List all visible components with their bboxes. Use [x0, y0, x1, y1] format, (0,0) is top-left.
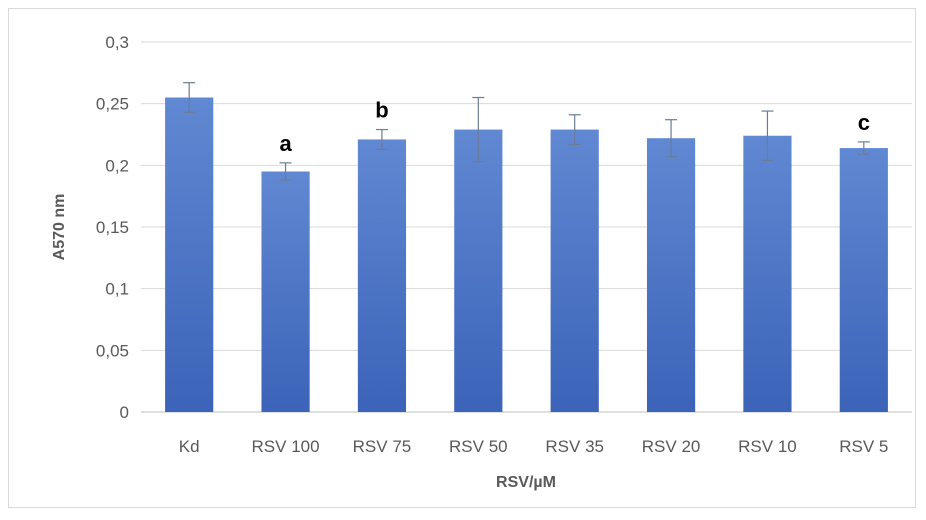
bar: [743, 135, 792, 412]
error-bar: [183, 82, 196, 113]
error-bar: [568, 114, 581, 145]
error-bar: [857, 141, 870, 155]
x-tick-label: RSV 20: [642, 437, 701, 456]
y-tick-label: 0,1: [105, 280, 129, 299]
error-bars: [183, 82, 870, 181]
x-tick-label: RSV 5: [839, 437, 888, 456]
error-bar: [761, 110, 774, 161]
bar: [454, 129, 503, 413]
x-tick-label: RSV 35: [545, 437, 604, 456]
x-tick-label: RSV 100: [252, 437, 320, 456]
bar: [550, 129, 599, 413]
y-tick-label: 0: [120, 403, 129, 422]
bar: [261, 171, 310, 412]
y-tick-label: 0,05: [96, 341, 129, 360]
bars: [165, 97, 888, 413]
bar: [646, 138, 696, 412]
error-bar: [375, 128, 388, 150]
significance-label: c: [858, 110, 870, 135]
y-tick-label: 0,15: [96, 218, 129, 237]
bar: [839, 148, 888, 413]
significance-label: b: [375, 98, 388, 123]
x-tick-label: Kd: [179, 437, 200, 456]
significance-label: a: [279, 131, 292, 156]
x-tick-label: RSV 75: [353, 437, 412, 456]
error-bar: [472, 96, 485, 163]
y-tick-label: 0,2: [105, 156, 129, 175]
error-bar: [665, 119, 678, 158]
y-tick-label: 0,3: [105, 33, 129, 52]
y-axis-title: A570 nm: [51, 194, 68, 261]
gridlines: [141, 41, 912, 413]
x-axis-ticks: Kd RSV 100 RSV 75 RSV 50 RSV 35 RSV 20 RSV 10 R…: [179, 437, 889, 456]
bar: [357, 139, 407, 412]
error-bar: [279, 162, 292, 181]
y-axis-ticks: 0 0,05 0,1 0,15 0,2 0,25 0,3: [96, 33, 129, 422]
x-tick-label: RSV 50: [449, 437, 508, 456]
x-tick-label: RSV 10: [738, 437, 797, 456]
y-tick-label: 0,25: [96, 95, 129, 114]
annotations: a b c: [279, 98, 870, 156]
bar: [165, 97, 214, 412]
x-axis-title: RSV/µM: [496, 474, 556, 491]
